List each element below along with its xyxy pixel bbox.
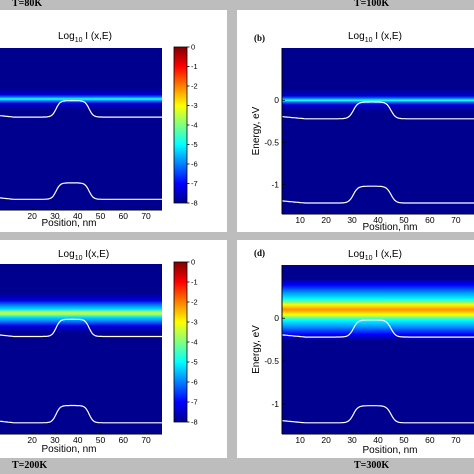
heatmap-panel-2: 10 20 30 40 50 60 70 0 -0.5 -1 Log10 I (x,E) Positi… xyxy=(251,31,474,233)
panel-letter: (d) xyxy=(254,248,265,258)
colorbar-tick-label: -3 xyxy=(191,101,198,110)
y-tick-label: -1 xyxy=(271,180,279,190)
x-tick-label: 60 xyxy=(119,211,129,221)
heatmap-panel-3: 20 30 40 50 60 70 Log10 I(x,E) Position, nm 0 -1 -… xyxy=(0,249,198,455)
y-tick-label: -0.5 xyxy=(264,356,279,366)
intensity-band xyxy=(0,87,162,110)
y-tick-label: -1 xyxy=(271,399,279,409)
plot-background xyxy=(282,48,474,214)
colorbar-tick-label: -2 xyxy=(191,298,198,307)
temperature-label-300k: T=300K xyxy=(354,460,390,471)
x-tick-label: 20 xyxy=(27,211,37,221)
y-axis-label: Energy, eV xyxy=(251,106,262,155)
x-tick-label: 40 xyxy=(73,211,83,221)
colorbar-tick-label: -7 xyxy=(191,179,198,188)
colorbar-tick-label: -8 xyxy=(191,418,198,427)
x-tick-label: 30 xyxy=(50,211,60,221)
x-axis-label: Position, nm xyxy=(362,222,417,233)
x-tick-label: 20 xyxy=(321,215,331,225)
panel-title: Log10 I(x,E) xyxy=(58,249,109,262)
band-profile-upper xyxy=(0,318,162,338)
intensity-band xyxy=(0,293,162,333)
x-tick-label: 40 xyxy=(373,215,383,225)
colorbar xyxy=(173,261,188,423)
band-profile-upper xyxy=(0,100,162,118)
y-tick-label: 0 xyxy=(274,95,279,105)
band-profile-upper xyxy=(282,319,474,338)
colorbar-tick-label: -3 xyxy=(191,318,198,327)
heatmap-panel-1: 20 30 40 50 60 70 Log10 I (x,E) Position, nm 0 -1… xyxy=(0,31,198,229)
panel-title: Log10 I (x,E) xyxy=(348,249,402,262)
x-axis-label: Position, nm xyxy=(41,444,96,455)
x-axis-label: Position, nm xyxy=(362,445,417,456)
band-profile-lower xyxy=(282,185,474,204)
panel-letter: (b) xyxy=(254,33,265,43)
band-profile-lower xyxy=(0,404,162,424)
plot-area xyxy=(0,264,162,434)
colorbar-tick-label: 0 xyxy=(191,258,195,267)
x-tick-label: 60 xyxy=(425,215,435,225)
x-tick-label: 40 xyxy=(373,435,383,445)
panel-title: Log10 I (x,E) xyxy=(58,31,112,44)
x-tick-label: 70 xyxy=(451,435,461,445)
plot-background xyxy=(0,264,162,434)
temperature-label-100k: T=100K xyxy=(354,0,390,9)
colorbar xyxy=(173,46,188,204)
x-tick-label: 60 xyxy=(119,435,129,445)
temperature-label-80k: T=80K xyxy=(12,0,43,9)
colorbar-tick-label: -1 xyxy=(191,278,198,287)
plot-area xyxy=(0,48,162,210)
x-tick-label: 30 xyxy=(347,215,357,225)
colorbar-tick-label: -5 xyxy=(191,140,198,149)
plot-background xyxy=(0,48,162,210)
x-tick-label: 50 xyxy=(399,435,409,445)
x-tick-label: 40 xyxy=(73,435,83,445)
x-tick-label: 10 xyxy=(295,435,305,445)
band-profile-upper xyxy=(282,101,474,120)
temperature-label-200k: T=200K xyxy=(12,460,48,471)
colorbar-tick-label: -4 xyxy=(191,338,198,347)
x-tick-label: 30 xyxy=(50,435,60,445)
x-tick-label: 70 xyxy=(141,435,151,445)
panel-title: Log10 I (x,E) xyxy=(348,31,402,44)
x-tick-label: 60 xyxy=(425,435,435,445)
x-tick-label: 50 xyxy=(96,435,106,445)
colorbar-tick-label: -2 xyxy=(191,82,198,91)
colorbar-tick-label: -8 xyxy=(191,199,198,208)
x-tick-label: 50 xyxy=(399,215,409,225)
x-axis-label: Position, nm xyxy=(41,218,96,229)
heatmap-panel-4: 10 20 30 40 50 60 70 0 -0.5 -1 Log10 I (x,E) Positi… xyxy=(251,248,474,456)
x-tick-label: 30 xyxy=(347,435,357,445)
x-tick-label: 10 xyxy=(295,215,305,225)
colorbar-tick-label: -5 xyxy=(191,358,198,367)
x-tick-label: 50 xyxy=(96,211,106,221)
colorbar-tick-label: -7 xyxy=(191,398,198,407)
colorbar-tick-label: -6 xyxy=(191,378,198,387)
band-profile-lower xyxy=(282,405,474,424)
y-tick-label: 0 xyxy=(274,313,279,323)
y-axis-label: Energy, eV xyxy=(251,325,262,374)
colorbar-tick-label: 0 xyxy=(191,43,195,52)
intensity-band xyxy=(282,89,474,112)
y-tick-label: -0.5 xyxy=(264,137,279,147)
colorbar-tick-label: -4 xyxy=(191,121,198,130)
plot-area xyxy=(282,48,474,214)
x-tick-label: 20 xyxy=(27,435,37,445)
x-tick-label: 20 xyxy=(321,435,331,445)
x-tick-label: 70 xyxy=(451,215,461,225)
plot-area xyxy=(282,265,474,434)
band-profile-lower xyxy=(0,182,162,200)
colorbar-tick-label: -6 xyxy=(191,160,198,169)
intensity-band xyxy=(282,278,474,341)
colorbar-tick-label: -1 xyxy=(191,62,198,71)
x-tick-label: 70 xyxy=(141,211,151,221)
